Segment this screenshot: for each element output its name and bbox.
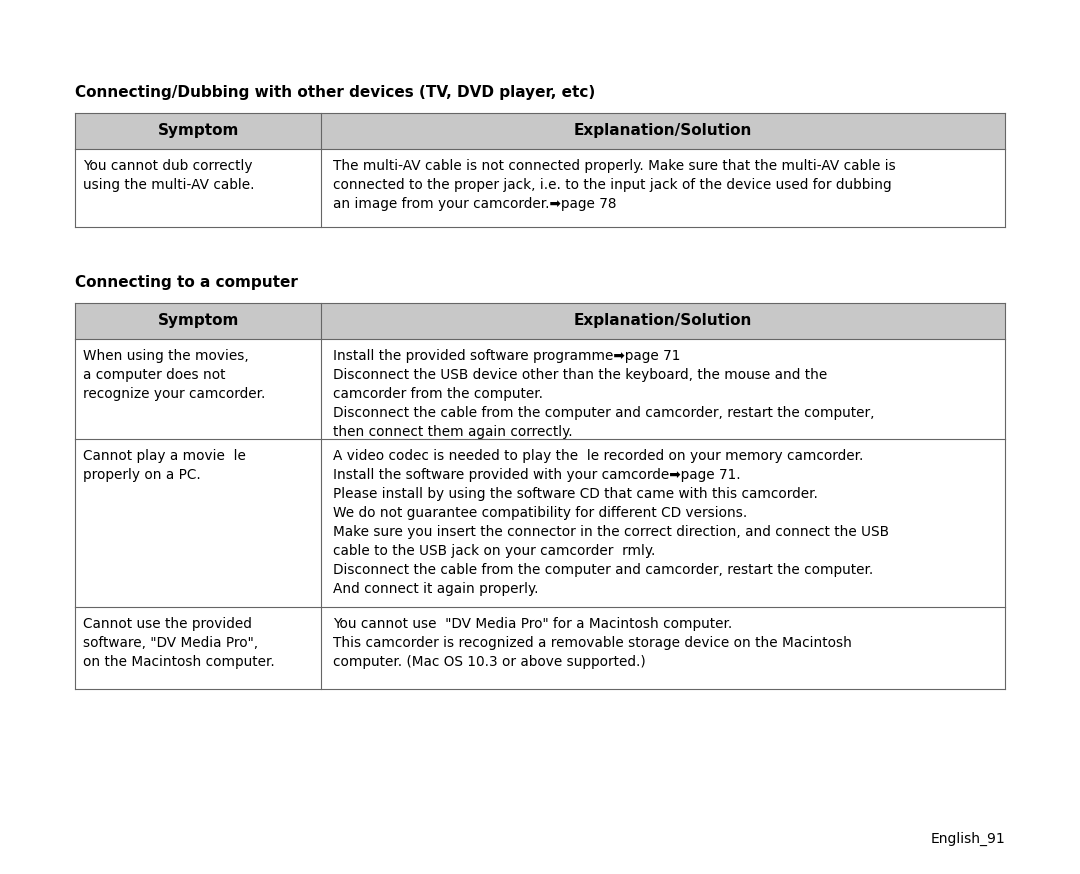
Bar (75, 303, 1005, 339)
Text: Connecting to a computer: Connecting to a computer (75, 275, 298, 290)
Text: You cannot dub correctly
using the multi-AV cable.: You cannot dub correctly using the multi… (83, 159, 255, 192)
Text: Install the provided software programme➡page 71
Disconnect the USB device other : Install the provided software programme➡… (334, 349, 875, 439)
Text: A video codec is needed to play the  le recorded on your memory camcorder.
Insta: A video codec is needed to play the le r… (334, 449, 890, 596)
Bar (75, 113, 1005, 149)
Bar (75, 607, 1005, 689)
Text: Connecting/Dubbing with other devices (TV, DVD player, etc): Connecting/Dubbing with other devices (T… (75, 85, 595, 100)
Text: Explanation/Solution: Explanation/Solution (575, 314, 753, 329)
Text: Symptom: Symptom (158, 314, 239, 329)
Text: Cannot use the provided
software, "DV Media Pro",
on the Macintosh computer.: Cannot use the provided software, "DV Me… (83, 617, 274, 669)
Bar (75, 439, 1005, 607)
Text: English_91: English_91 (930, 832, 1005, 846)
Bar (75, 339, 1005, 439)
Text: Explanation/Solution: Explanation/Solution (575, 123, 753, 138)
Bar (75, 149, 1005, 227)
Text: Symptom: Symptom (158, 123, 239, 138)
Text: Cannot play a movie  le
properly on a PC.: Cannot play a movie le properly on a PC. (83, 449, 246, 482)
Text: You cannot use  "DV Media Pro" for a Macintosh computer.
This camcorder is recog: You cannot use "DV Media Pro" for a Maci… (334, 617, 852, 669)
Text: The multi-AV cable is not connected properly. Make sure that the multi-AV cable : The multi-AV cable is not connected prop… (334, 159, 896, 211)
Text: When using the movies,
a computer does not
recognize your camcorder.: When using the movies, a computer does n… (83, 349, 266, 401)
